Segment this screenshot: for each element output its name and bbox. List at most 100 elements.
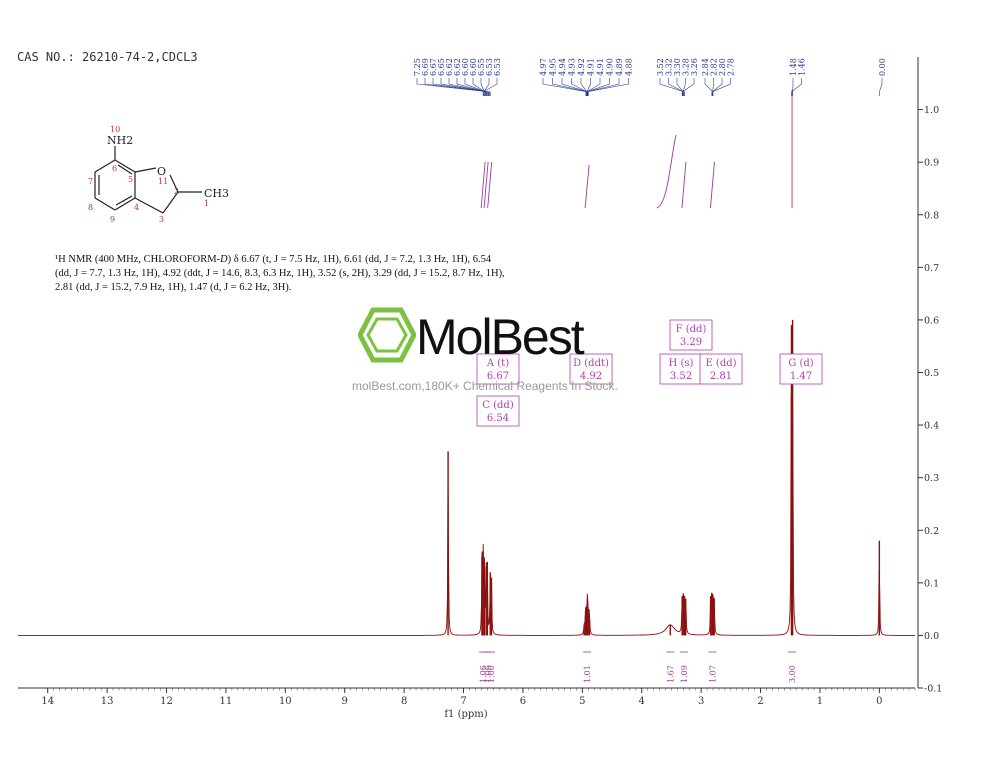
y-tick-label: 0.5 [924,368,939,379]
peak-labels: 7.25 6.69 6.67 6.65 6.62 6.62 6.60 6.60 6.55 6.53… [413,58,887,96]
peak-label-leader [711,78,731,96]
integral-curve [584,164,590,209]
y-tick-label: 0.1 [924,578,939,589]
multiplet-box [699,353,743,385]
multiplet-shift: 2.81 [710,371,732,382]
x-tick-label: 14 [41,696,54,707]
peak-label: 4.88 [625,58,634,76]
peak-label: 6.62 [453,58,462,76]
multiplet-shift: 3.29 [680,337,702,348]
peak-label: 4.91 [596,58,605,76]
peak-label-leader [464,78,487,96]
peak-label: 4.94 [558,58,567,76]
atom-num-2: 2 [174,187,179,196]
x-tick-label: 7 [460,696,466,707]
peak-label-leader [676,78,684,96]
integral-value: 1.01 [583,665,592,683]
peak-label-leader [791,78,802,96]
y-tick-label: 0.9 [924,158,939,169]
multiplet-box [569,353,613,385]
integral-value: 1.09 [680,665,689,683]
atom-o-label: O [157,165,166,178]
watermark-tagline: molBest.com,180K+ Chemical Reagents In S… [352,379,618,393]
y-tick-label: -0.1 [924,684,942,695]
x-tick-label: 4 [639,696,645,707]
multiplet-id: H (s) [669,358,694,369]
multiplet-id: C (dd) [482,400,514,411]
multiplet-box [476,353,520,385]
integral-value: 1.67 [666,665,675,683]
integral-value: 3.00 [788,665,797,683]
peak-label-leader [585,78,629,96]
peak-label: 2.82 [710,58,719,76]
nmr-description-lead: ¹H NMR (400 MHz, CHLOROFORM- [55,254,221,265]
x-tick-label: 8 [401,696,407,707]
peak-label: 4.93 [568,58,577,76]
peak-label-leader [440,78,489,96]
peak-label-leader [552,78,589,96]
integral-curve [656,134,677,209]
integral-value: 1.07 [708,665,717,683]
peak-label-leader [712,78,714,96]
peak-label: 4.90 [606,58,615,76]
peak-label-leader [472,78,486,96]
peak-label: 6.60 [461,58,470,76]
atom-nh2-label: NH2 [107,134,133,147]
peak-marks [447,319,881,636]
peak-label: 6.55 [477,58,486,76]
peak-label-leader [416,78,491,96]
multiplet-box [669,319,713,351]
multiplet-boxes: A (t) 6.67 C (dd) 6.54 D (ddt) 4.92 F (dd) 3.29… [476,319,823,427]
x-tick-label: 3 [698,696,704,707]
multiplet-box [476,395,520,427]
atom-num-10: 10 [110,125,120,134]
peak-label: 2.80 [718,58,727,76]
multiplet-shift: 1.47 [790,371,812,382]
multiplet-shift: 6.54 [487,413,509,424]
x-axis-label: f1 (ppm) [444,709,487,720]
x-tick-label: 6 [520,696,526,707]
peak-label-leader [879,78,883,96]
multiplet-box [779,353,823,385]
peak-label: 2.84 [701,58,710,76]
integral-curve [709,161,715,209]
peak-label: 4.97 [539,58,548,76]
peak-label: 3.52 [656,58,665,76]
molbest-logo-icon [358,307,416,363]
peak-label-leader [424,78,490,96]
spectrum-line [18,368,915,636]
y-tick-label: 0.0 [924,631,939,642]
peak-label: 1.48 [789,58,798,76]
peak-label: 4.91 [587,58,596,76]
peak-label: 4.89 [615,58,624,76]
peak-label: 6.53 [485,58,494,76]
multiplet-shift: 3.52 [670,371,692,382]
nmr-description-solvent: D [220,254,228,265]
y-tick-label: 0.3 [924,473,939,484]
atom-num-3: 3 [159,215,164,224]
peak-label-leader [659,78,685,96]
x-tick-label: 5 [579,696,585,707]
multiplet-id: A (t) [486,358,509,369]
peak-label-leader [668,78,685,96]
integral-curve [487,161,493,209]
y-tick-label: 1.0 [924,105,939,116]
y-tick-label: 0.6 [924,315,939,326]
atom-num-7: 7 [88,177,93,186]
peak-label: 3.26 [690,58,699,76]
y-tick-label: 0.2 [924,526,939,537]
peak-label: 4.95 [549,58,558,76]
x-tick-label: 9 [342,696,348,707]
atom-num-4: 4 [134,203,139,212]
atom-num-9: 9 [110,215,115,224]
x-tick-label: 0 [876,696,882,707]
integral-value: 1.06 [479,665,488,683]
peak-label-leader [448,78,488,96]
peak-label: 6.67 [429,58,438,76]
peak-label-leader [681,78,695,96]
integral-curve [480,161,486,209]
integral-value: 1.00 [487,665,496,683]
y-tick-label: 0.8 [924,210,939,221]
atom-num-5: 5 [128,175,133,184]
